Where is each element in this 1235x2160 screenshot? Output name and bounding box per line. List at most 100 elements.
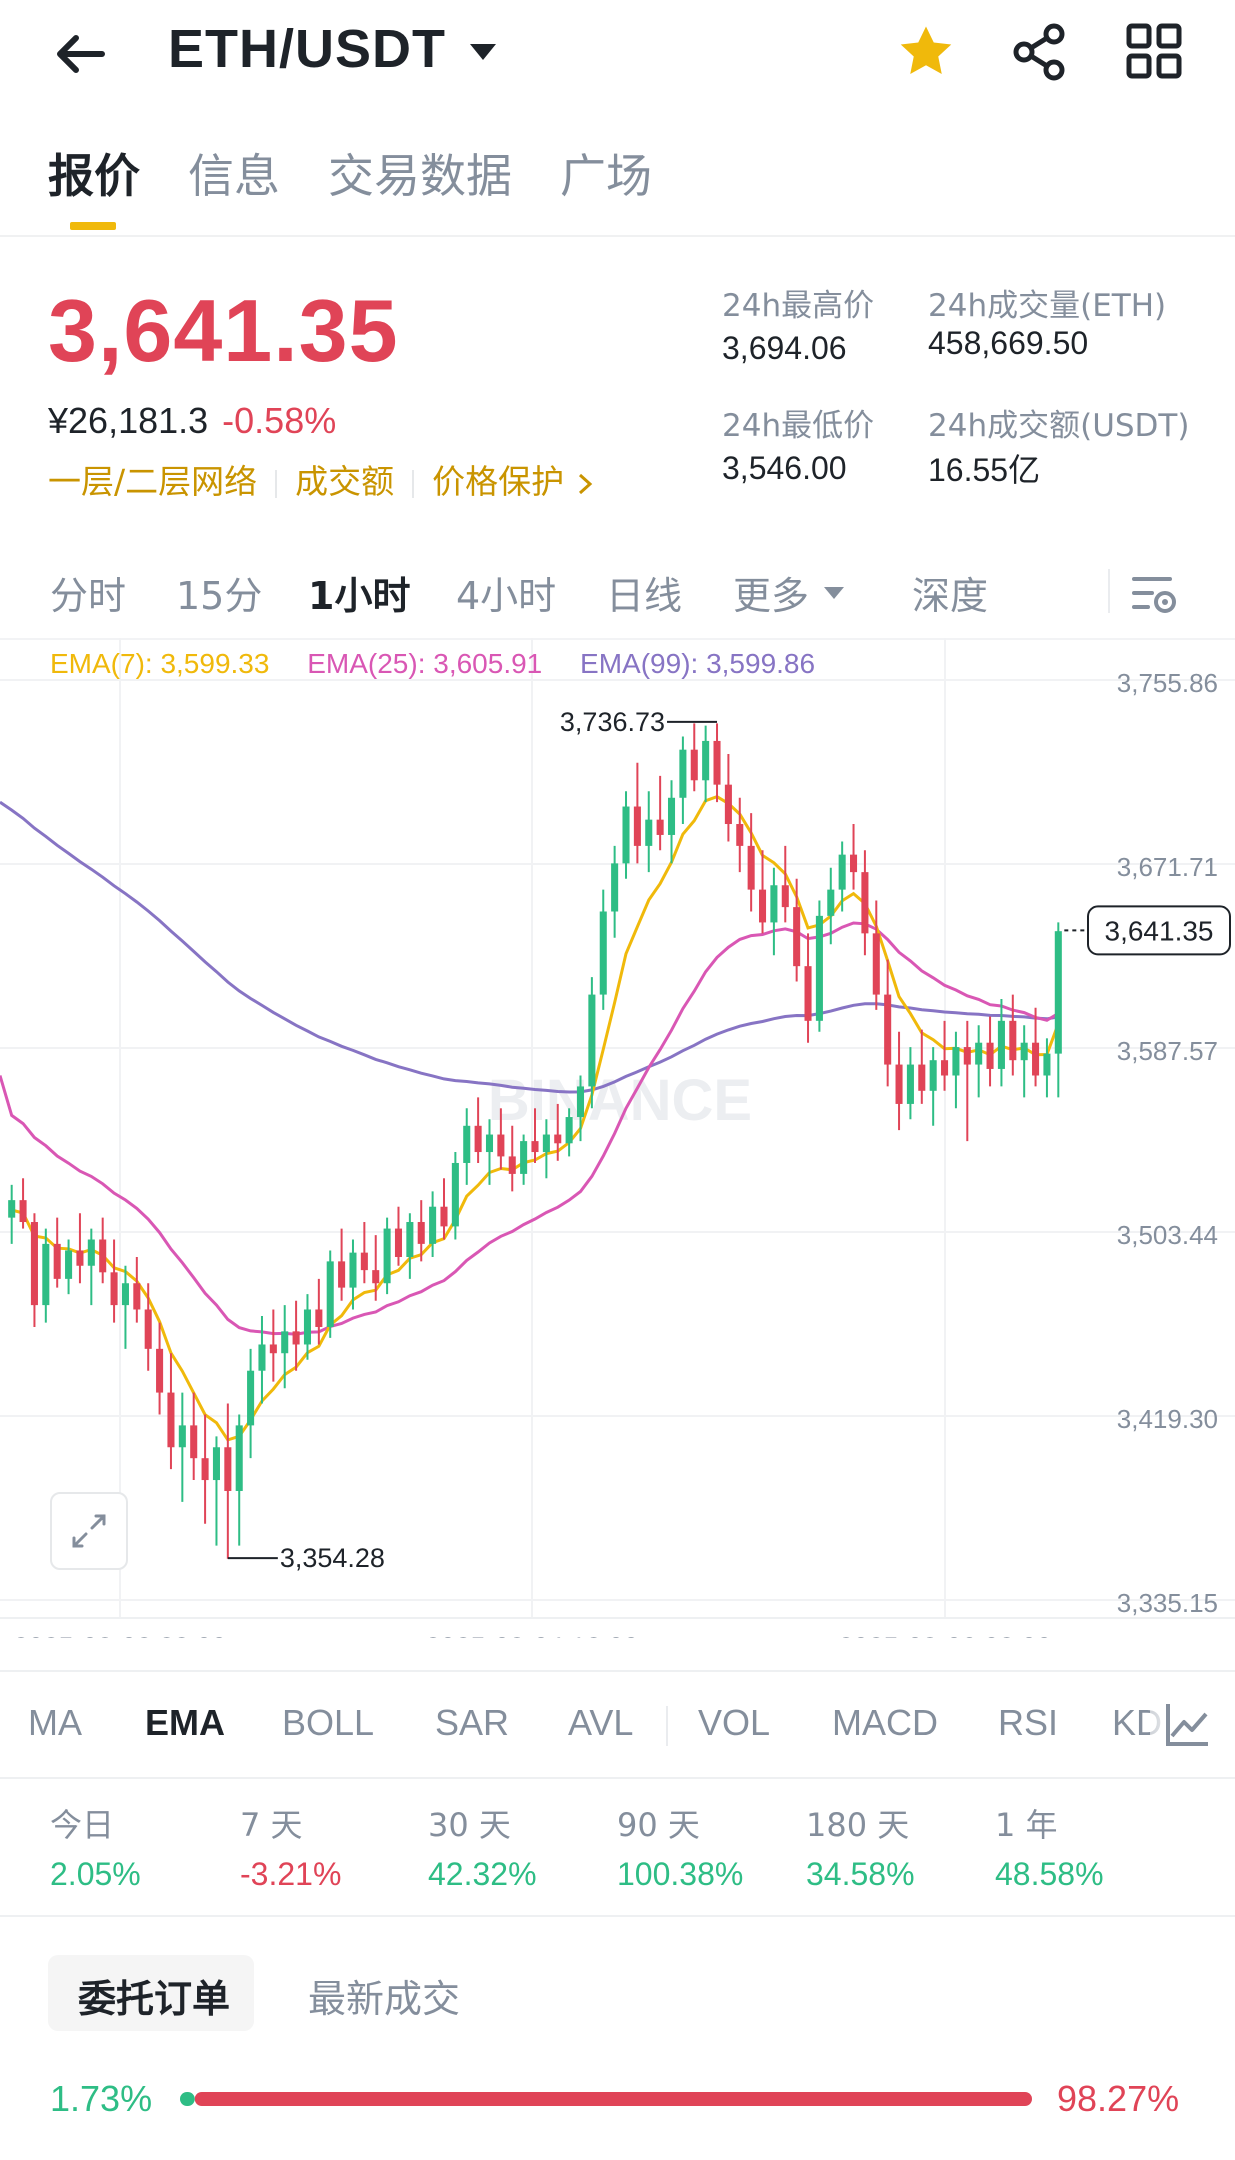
candle-body <box>645 819 653 846</box>
candle-body <box>417 1222 425 1244</box>
candle-body <box>690 749 698 781</box>
tab-square[interactable]: 广场 <box>560 149 652 203</box>
indicator-settings-icon[interactable] <box>1162 1700 1212 1750</box>
candle-body <box>1054 931 1062 1054</box>
candle-body <box>110 1272 118 1306</box>
buy-ratio-fill <box>180 2092 195 2106</box>
candle-body <box>247 1370 255 1426</box>
candle-body <box>292 1331 300 1345</box>
star-icon[interactable] <box>895 22 957 82</box>
indicator-boll[interactable]: BOLL <box>282 1702 375 1743</box>
tab-info[interactable]: 信息 <box>188 149 280 203</box>
perf-label-1y: 1 年 <box>995 1806 1058 1844</box>
indicator-avl[interactable]: AVL <box>568 1702 634 1743</box>
chevron-down-icon[interactable] <box>468 42 498 62</box>
interval-tabs: 分时 15分 1小时 4小时 日线 更多 深度 <box>0 555 1235 625</box>
turnover-label: 24h成交额(USDT) <box>928 408 1190 444</box>
x-tick-label: 2025-08-04 12:00 <box>425 1632 638 1638</box>
tab-trading-data[interactable]: 交易数据 <box>328 149 512 203</box>
candle-body <box>713 740 721 785</box>
candle-body <box>406 1222 414 1258</box>
candle-body <box>611 863 619 912</box>
interval-4h[interactable]: 4小时 <box>456 574 557 618</box>
ema-legend: EMA(7): 3,599.33 EMA(25): 3,605.91 EMA(9… <box>50 648 845 680</box>
candle-body <box>338 1261 346 1288</box>
x-axis-labels: 2025-08-02 22:00 2025-08-04 12:00 2025-08-… <box>13 1632 1051 1638</box>
interval-depth[interactable]: 深度 <box>912 574 989 618</box>
last-price: 3,641.35 <box>48 281 399 380</box>
candle-body <box>576 1086 585 1118</box>
candle-body <box>565 1117 573 1144</box>
chart-settings-icon[interactable] <box>1130 571 1180 617</box>
interval-more[interactable]: 更多 <box>733 574 810 618</box>
candle-body <box>736 824 744 846</box>
tab-active-indicator <box>70 222 116 230</box>
candle-body <box>770 885 778 923</box>
indicator-sar[interactable]: SAR <box>435 1702 510 1743</box>
candle-body <box>554 1134 562 1144</box>
candle-body <box>463 1125 471 1163</box>
candles <box>8 723 1062 1559</box>
tag-price-protection[interactable]: 价格保护 <box>432 462 565 501</box>
candle-body <box>474 1125 482 1153</box>
share-icon[interactable] <box>1010 22 1070 82</box>
pair-title[interactable]: ETH/USDT <box>168 19 446 79</box>
interval-1d[interactable]: 日线 <box>606 574 683 618</box>
more-dropdown-icon[interactable] <box>822 585 846 601</box>
candle-body <box>997 1020 1005 1069</box>
grid-menu-icon[interactable] <box>1125 22 1183 80</box>
candle-body <box>269 1344 277 1354</box>
tab-quote[interactable]: 报价 <box>48 149 140 203</box>
candle-body <box>929 1060 937 1091</box>
perf-label-7d: 7 天 <box>240 1806 303 1844</box>
y-tick-label: 3,671.71 <box>1117 852 1218 882</box>
indicator-macd[interactable]: MACD <box>832 1702 938 1743</box>
perf-label-90d: 90 天 <box>617 1806 700 1844</box>
volume-label: 24h成交量(ETH) <box>928 288 1167 324</box>
candle-body <box>372 1270 380 1284</box>
interval-1h[interactable]: 1小时 <box>308 574 411 618</box>
high-label: 24h最高价 <box>722 288 875 324</box>
low-value: 3,546.00 <box>722 450 847 486</box>
price-sub-row: ¥26,181.3 -0.58% <box>48 400 336 442</box>
expand-icon <box>72 1514 106 1548</box>
indicator-ma[interactable]: MA <box>28 1702 82 1743</box>
y-tick-label: 3,335.15 <box>1117 1588 1218 1618</box>
interval-15m[interactable]: 15分 <box>176 574 263 618</box>
candle-body <box>190 1425 198 1459</box>
expand-chart-button[interactable] <box>50 1492 128 1570</box>
indicator-tabs: MA EMA BOLL SAR AVL VOL MACD RSI KD <box>0 1670 1235 1779</box>
back-arrow-icon[interactable] <box>50 30 110 78</box>
candlestick-chart[interactable]: BINANCE 3,755.863,671.713,587.573,503.44… <box>0 638 1235 1638</box>
candle-body <box>235 1425 243 1491</box>
tab-order-book[interactable]: 委托订单 <box>78 1977 231 2021</box>
indicator-vol[interactable]: VOL <box>698 1702 771 1743</box>
tab-latest-trades[interactable]: 最新成交 <box>308 1977 461 2021</box>
tag-row: 一层/二层网络 成交额 价格保护 <box>48 455 596 503</box>
turnover-value: 16.55亿 <box>928 452 1041 488</box>
low-label: 24h最低价 <box>722 408 875 444</box>
candle-body <box>1009 1020 1017 1061</box>
candle-body <box>679 749 687 798</box>
ema25-legend: EMA(25): 3,605.91 <box>307 648 543 679</box>
y-axis-labels: 3,755.86 3,671.71 3,587.57 3,503.44 3,419.30… <box>1117 668 1218 1618</box>
tag-layer-network[interactable]: 一层/二层网络 <box>48 462 258 501</box>
current-price-label: 3,641.35 <box>1105 915 1214 946</box>
tag-volume[interactable]: 成交额 <box>295 462 395 501</box>
y-tick-label: 3,419.30 <box>1117 1404 1218 1434</box>
candle-body <box>827 889 835 916</box>
candle-body <box>360 1252 368 1271</box>
candle-body <box>759 889 767 923</box>
top-bar: ETH/USDT <box>0 0 1235 110</box>
interval-line[interactable]: 分时 <box>50 574 127 618</box>
high-marker-label: 3,736.73 <box>560 707 665 737</box>
candle-body <box>622 806 630 864</box>
indicator-rsi[interactable]: RSI <box>998 1702 1059 1743</box>
x-tick-label: 2025-08-02 22:00 <box>13 1632 226 1638</box>
candle-body <box>963 1047 971 1065</box>
indicator-ema[interactable]: EMA <box>145 1702 225 1743</box>
candle-body <box>1020 1042 1028 1061</box>
chevron-right-icon[interactable] <box>574 471 596 497</box>
candle-body <box>667 797 676 835</box>
candle-body <box>394 1228 403 1258</box>
